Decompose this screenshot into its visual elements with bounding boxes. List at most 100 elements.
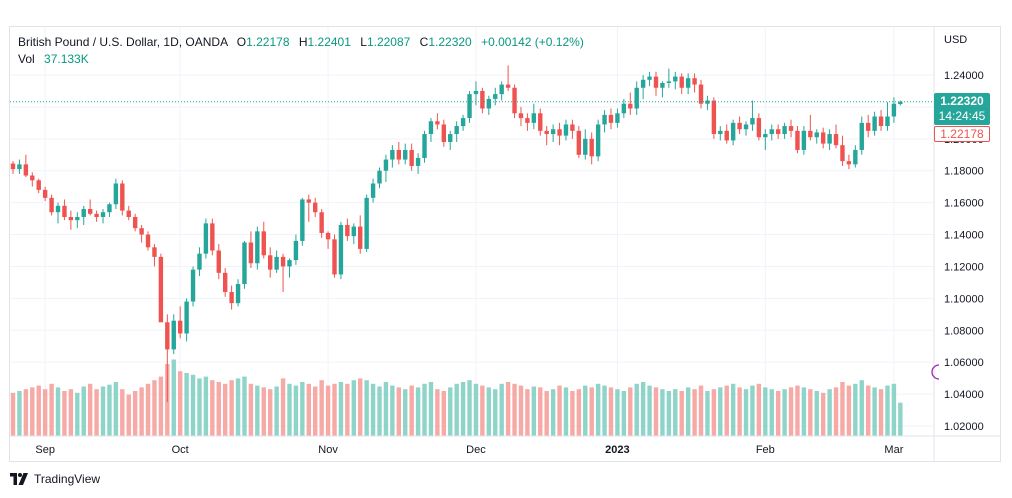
- y-tick-label: 1.10000: [944, 293, 984, 305]
- volume-bar: [673, 389, 678, 436]
- volume-bar: [293, 385, 299, 436]
- last-price-badge: 1.22320 14:24:45: [934, 93, 990, 125]
- candle-body: [396, 149, 401, 160]
- candle-body: [210, 223, 215, 251]
- candle-body: [351, 226, 356, 237]
- volume-bar: [139, 387, 144, 436]
- volume-bar: [30, 387, 35, 436]
- y-tick-label: 1.14000: [944, 230, 984, 242]
- volume-bar: [415, 387, 421, 436]
- x-tick-label: Feb: [756, 444, 775, 456]
- candle-body: [846, 161, 852, 165]
- brand[interactable]: TradingView: [10, 472, 100, 486]
- candle-body: [480, 90, 485, 109]
- volume-bar: [583, 385, 588, 436]
- candle-body: [801, 130, 807, 150]
- candle-body: [30, 175, 35, 181]
- candle-body: [454, 126, 459, 135]
- candle-body: [550, 129, 556, 135]
- currency-label[interactable]: USD: [944, 34, 968, 46]
- y-tick-label: 1.02000: [944, 421, 984, 433]
- legend-low-value: 1.22087: [366, 35, 411, 49]
- y-tick-label: 1.24000: [944, 70, 984, 82]
- candle-body: [165, 322, 170, 350]
- volume-bar: [763, 387, 768, 436]
- volume-bar: [190, 374, 196, 436]
- candle-body: [473, 90, 479, 95]
- volume-bar: [210, 380, 215, 436]
- volume-bar: [576, 389, 582, 436]
- volume-bar: [222, 383, 228, 436]
- candle-body: [486, 98, 492, 109]
- volume-bar: [820, 392, 826, 436]
- candle-body: [898, 101, 903, 105]
- candle-body: [358, 226, 363, 249]
- candle-body: [763, 134, 768, 138]
- candle-body: [126, 210, 131, 217]
- volume-bar: [853, 383, 858, 436]
- candle-body: [364, 197, 369, 249]
- candle-body: [23, 164, 29, 176]
- volume-bar: [435, 389, 440, 436]
- candle-body: [75, 216, 80, 221]
- volume-bar: [538, 387, 543, 436]
- candle-body: [859, 122, 864, 150]
- candle-body: [113, 183, 119, 205]
- candle-body: [403, 149, 408, 160]
- candle-body: [840, 145, 845, 162]
- volume-bar: [23, 389, 29, 436]
- legend-low-label: L: [360, 35, 367, 49]
- candle-body: [345, 224, 350, 237]
- volume-bar: [653, 387, 659, 436]
- volume-bar: [274, 386, 279, 436]
- candle-body: [718, 130, 723, 135]
- candle-body: [100, 212, 106, 217]
- y-tick-label: 1.06000: [944, 357, 984, 369]
- candle-body: [795, 130, 800, 150]
- volume-bar: [795, 385, 800, 436]
- legend-volume-value: 37.133K: [44, 52, 89, 66]
- y-tick-label: 1.18000: [944, 166, 984, 178]
- candle-body: [621, 103, 627, 114]
- candle-body: [628, 103, 633, 109]
- volume-bar: [711, 389, 717, 436]
- candle-body: [62, 205, 67, 217]
- candle-body: [222, 272, 228, 292]
- candle-body: [448, 134, 453, 143]
- volume-bar: [287, 383, 292, 436]
- candle-body: [679, 76, 684, 88]
- volume-bar: [126, 394, 131, 436]
- candle-body: [782, 126, 787, 135]
- volume-bar: [788, 387, 794, 436]
- legend-symbol[interactable]: British Pound / U.S. Dollar, 1D, OANDA: [18, 35, 228, 49]
- volume-bar: [377, 386, 382, 436]
- candle-body: [808, 130, 813, 138]
- x-tick-label: Sep: [35, 444, 55, 456]
- volume-bar: [332, 383, 337, 436]
- volume-bar: [49, 383, 54, 436]
- candle-body: [145, 234, 151, 248]
- legend-volume-label[interactable]: Vol: [18, 52, 35, 66]
- volume-bar: [358, 378, 363, 436]
- volume-bar: [177, 371, 183, 436]
- volume-bar: [756, 383, 762, 436]
- candle-body: [647, 76, 652, 80]
- volume-bar: [679, 391, 684, 436]
- candle-body: [319, 212, 324, 233]
- candle-body: [68, 216, 74, 221]
- candle-body: [775, 129, 781, 135]
- volume-bar: [229, 380, 234, 436]
- volume-bar: [448, 387, 453, 436]
- candle-body: [171, 320, 176, 350]
- legend-close-label: C: [419, 35, 429, 49]
- volume-bar: [338, 382, 344, 436]
- candle-body: [512, 87, 517, 114]
- volume-bar: [319, 380, 324, 436]
- candle-body: [287, 260, 292, 267]
- candle-body: [788, 126, 794, 131]
- candle-body: [409, 149, 414, 166]
- alert-circle-icon[interactable]: [928, 364, 940, 380]
- candle-body: [274, 256, 279, 270]
- volume-bar: [557, 385, 562, 436]
